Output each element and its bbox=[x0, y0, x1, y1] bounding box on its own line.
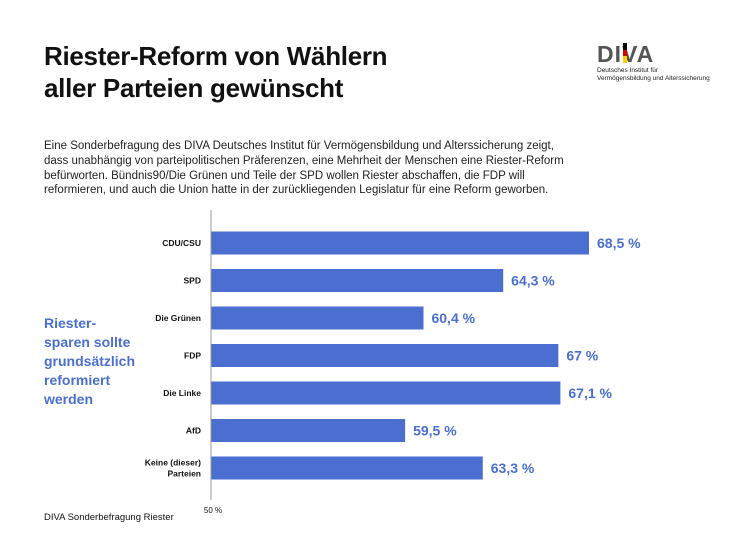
flag-stripe-black bbox=[623, 43, 627, 50]
flag-stripe-gold bbox=[623, 56, 627, 63]
side-label-line-3: grundsätzlich bbox=[44, 353, 136, 369]
side-label-line-4: reformiert bbox=[44, 372, 111, 388]
side-label-line-1: Riester- bbox=[44, 315, 97, 331]
german-flag-icon bbox=[623, 43, 627, 63]
category-label-6-0: Keine (dieser) bbox=[145, 458, 201, 468]
value-label-5: 59,5 % bbox=[413, 423, 457, 439]
bar-2 bbox=[211, 306, 424, 330]
category-label-1: SPD bbox=[184, 276, 201, 286]
bar-5 bbox=[211, 419, 406, 442]
logo-word: DIVA bbox=[597, 42, 737, 66]
intro-paragraph: Eine Sonderbefragung des DIVA Deutsches … bbox=[44, 140, 564, 197]
value-label-4: 67,1 % bbox=[568, 385, 612, 401]
category-label-4: Die Linke bbox=[163, 388, 201, 398]
logo-subtitle: Deutsches Institut für Vermögensbildung … bbox=[597, 67, 737, 83]
value-label-2: 60,4 % bbox=[431, 310, 475, 326]
bar-6 bbox=[211, 456, 483, 480]
category-label-3: FDP bbox=[184, 351, 201, 361]
side-label-line-5: werden bbox=[44, 391, 94, 407]
value-label-6: 63,3 % bbox=[491, 460, 535, 476]
value-label-1: 64,3 % bbox=[511, 273, 555, 289]
category-label-6-1: Parteien bbox=[167, 469, 201, 479]
bar-3 bbox=[211, 344, 559, 367]
value-label-3: 67 % bbox=[566, 348, 598, 364]
value-label-0: 68,5 % bbox=[597, 235, 641, 251]
diva-logo: DIVA Deutsches Institut für Vermögensbil… bbox=[597, 42, 737, 83]
chart-title: Riester-Reform von Wählern aller Parteie… bbox=[44, 40, 388, 104]
logo-subtitle-line-2: Vermögensbildung und Alterssicherung bbox=[597, 75, 710, 82]
side-label: Riester- sparen sollte grundsätzlich ref… bbox=[44, 314, 154, 409]
logo-subtitle-line-1: Deutsches Institut für bbox=[597, 67, 659, 74]
category-label-0: CDU/CSU bbox=[162, 238, 201, 248]
source-note: DIVA Sonderbefragung Riester bbox=[44, 512, 174, 523]
title-line-2: aller Parteien gewünscht bbox=[44, 73, 344, 103]
category-label-5: AfD bbox=[186, 426, 201, 436]
category-label-2: Die Grünen bbox=[155, 313, 201, 323]
bar-0 bbox=[211, 231, 589, 255]
flag-stripe-red bbox=[623, 49, 627, 57]
bar-1 bbox=[211, 269, 504, 292]
bar-4 bbox=[211, 381, 561, 405]
axis-tick-label: 50 % bbox=[204, 506, 222, 515]
title-line-1: Riester-Reform von Wählern bbox=[44, 41, 388, 71]
side-label-line-2: sparen sollte bbox=[44, 334, 131, 350]
